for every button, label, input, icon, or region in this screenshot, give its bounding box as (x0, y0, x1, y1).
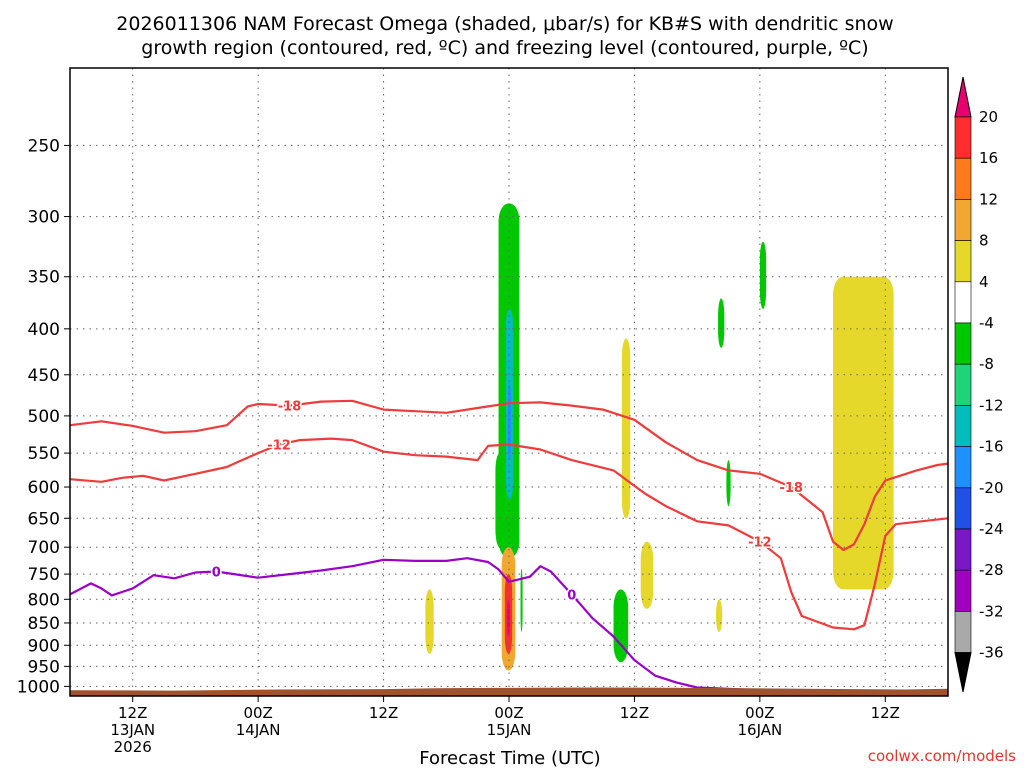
x-tick-label-42-1: 15JAN (487, 721, 532, 739)
colorbar-box-10 (954, 528, 972, 571)
x-tick-label-6-2: 2026 (114, 738, 152, 756)
x-tick-label-42-0: 00Z (494, 704, 523, 722)
y-tick-label-950: 950 (28, 657, 60, 677)
terrain-ground (70, 687, 948, 696)
omega-area-3 (495, 453, 504, 548)
y-tick-label-450: 450 (28, 366, 60, 386)
y-tick-label-850: 850 (28, 614, 60, 634)
omega-area-12 (759, 241, 767, 309)
x-tick-label-18-1: 14JAN (236, 721, 281, 739)
contour-line-0 (70, 399, 948, 552)
y-tick-label-650: 650 (28, 509, 60, 529)
omega-area-16 (520, 568, 523, 633)
colorbar-label-3: 8 (979, 232, 989, 250)
omega-area-14 (715, 599, 723, 633)
colorbar-label-12: -32 (979, 602, 1004, 620)
contour-label-1-0: -12 (267, 438, 291, 453)
omega-shading (425, 203, 894, 671)
colorbar-box-8 (954, 446, 972, 489)
colorbar-label-8: -16 (979, 438, 1004, 456)
omega-area-7 (425, 589, 434, 654)
omega-area-6 (506, 599, 511, 637)
y-tick-label-400: 400 (28, 320, 60, 340)
x-tick-label-66-0: 00Z (745, 704, 774, 722)
colorbar-box-2 (954, 199, 972, 241)
y-tick-label-350: 350 (28, 268, 60, 288)
colorbar-label-9: -20 (979, 479, 1004, 497)
colorbar-label-5: -4 (979, 314, 994, 332)
x-tick-label-54-0: 12Z (620, 704, 649, 722)
contour-label-1-1: -12 (748, 536, 772, 551)
colorbar-box-9 (954, 487, 972, 530)
x-tick-label-30-0: 12Z (369, 704, 398, 722)
contour-label-0-1: -18 (779, 481, 803, 496)
contour-line-2 (70, 557, 948, 695)
y-tick-label-900: 900 (28, 636, 60, 656)
contour-line-1 (70, 437, 948, 631)
omega-area-15 (833, 276, 894, 590)
colorbar-label-6: -8 (979, 355, 994, 373)
y-tick-label-500: 500 (28, 407, 60, 427)
colorbar-label-10: -24 (979, 520, 1004, 538)
credit-text: coolwx.com/models (868, 747, 1016, 765)
colorbar-box-3 (954, 240, 972, 283)
x-tick-label-6-0: 12Z (118, 704, 147, 722)
pressure-axis: 2503003504004505005506006507007508008509… (17, 136, 70, 697)
colorbar-label-2: 12 (979, 190, 998, 208)
contour-label-2-1: 0 (567, 588, 576, 603)
y-tick-label-550: 550 (28, 444, 60, 464)
x-tick-label-6-1: 13JAN (110, 721, 155, 739)
x-axis-label: Forecast Time (UTC) (419, 748, 600, 768)
colorbar-bottom-arrow (954, 652, 972, 693)
contour-label-2-0: 0 (212, 566, 221, 581)
colorbar-label-0: 20 (979, 108, 998, 126)
colorbar-box-12 (954, 611, 972, 653)
omega-area-2 (507, 383, 512, 461)
temperature-contours: -18 -18 -12 -12 0 0 (70, 398, 948, 695)
omega-colorbar: 20 16 12 8 4 -4 -8 -12 -16 -20 -24 -28 -32 -36 (954, 76, 1004, 693)
chart-title-line1: 2026011306 NAM Forecast Omega (shaded, μ… (116, 13, 893, 35)
y-tick-label-600: 600 (28, 478, 60, 498)
omega-area-9 (613, 589, 629, 663)
colorbar-box-6 (954, 363, 972, 406)
colorbar-box-5 (954, 322, 972, 365)
x-tick-label-78-0: 12Z (871, 704, 900, 722)
colorbar-label-1: 16 (979, 149, 998, 167)
colorbar-box-11 (954, 569, 972, 612)
y-tick-label-700: 700 (28, 538, 60, 558)
colorbar-box-0 (954, 116, 972, 159)
colorbar-label-11: -28 (979, 561, 1004, 579)
colorbar-box-1 (954, 157, 972, 200)
omega-area-10 (640, 541, 654, 609)
y-tick-label-800: 800 (28, 590, 60, 610)
colorbar-box-7 (954, 405, 972, 447)
grid-lines (70, 68, 948, 696)
colorbar-label-7: -12 (979, 396, 1004, 414)
colorbar-label-13: -36 (979, 644, 1004, 662)
x-tick-label-18-0: 00Z (243, 704, 272, 722)
y-tick-label-1000: 1000 (17, 677, 60, 697)
colorbar-box-4 (954, 281, 972, 324)
omega-area-11 (718, 298, 725, 348)
chart-title-line2: growth region (contoured, red, ºC) and f… (141, 37, 868, 59)
omega-area-8 (621, 338, 631, 519)
contour-label-0-0: -18 (278, 400, 302, 415)
y-tick-label-750: 750 (28, 565, 60, 585)
y-tick-label-250: 250 (28, 136, 60, 156)
colorbar-label-4: 4 (979, 273, 989, 291)
x-tick-label-66-1: 16JAN (737, 721, 782, 739)
omega-area-13 (726, 460, 731, 507)
y-tick-label-300: 300 (28, 208, 60, 228)
